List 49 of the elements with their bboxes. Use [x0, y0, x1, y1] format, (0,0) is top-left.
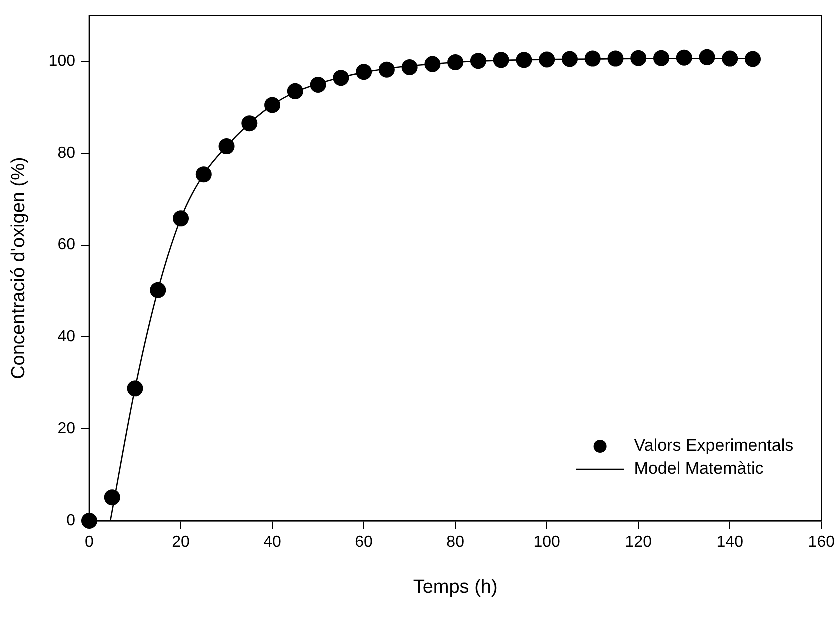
point	[196, 166, 212, 183]
point	[378, 62, 395, 78]
point	[448, 54, 464, 70]
y-tick-label: 80	[58, 144, 76, 162]
point	[218, 138, 235, 155]
point	[356, 64, 372, 80]
x-tick-label: 160	[808, 534, 836, 552]
point	[562, 51, 578, 68]
point	[104, 490, 120, 506]
point	[608, 50, 624, 67]
legend-label: Model Matemàtic	[634, 459, 764, 478]
point	[242, 116, 258, 132]
point	[722, 50, 738, 67]
y-tick-label: 40	[58, 328, 76, 346]
point	[584, 50, 601, 67]
x-tick-label: 0	[85, 534, 94, 552]
x-tick-label: 80	[446, 534, 465, 552]
y-tick-label: 20	[58, 420, 76, 438]
point	[745, 51, 762, 68]
y-tick-label: 60	[58, 236, 76, 254]
point	[333, 70, 350, 86]
y-axis-title: Concentració d'oxigen (%)	[8, 157, 30, 380]
point	[630, 50, 647, 66]
point	[264, 97, 281, 114]
point	[676, 50, 692, 66]
point	[653, 50, 670, 66]
x-tick-label: 20	[172, 534, 190, 552]
point	[150, 282, 166, 298]
x-tick-label: 140	[716, 534, 744, 552]
point	[493, 52, 510, 68]
legend-label: Valors Experimentals	[634, 436, 794, 456]
y-tick-label: 100	[48, 52, 76, 70]
x-tick-label: 120	[625, 534, 652, 552]
point	[699, 49, 716, 66]
x-axis-title: Temps (h)	[413, 576, 498, 598]
point	[310, 76, 326, 93]
x-tick-label: 60	[355, 534, 374, 552]
point	[424, 56, 441, 72]
point	[81, 513, 98, 529]
point	[470, 53, 486, 70]
x-tick-label: 40	[264, 534, 282, 552]
y-tick-label: 0	[66, 512, 76, 530]
point	[516, 52, 532, 68]
x-tick-label: 100	[534, 534, 561, 552]
point	[287, 83, 304, 100]
point	[127, 380, 144, 397]
point	[402, 60, 418, 76]
point	[173, 210, 190, 227]
point	[539, 52, 556, 68]
